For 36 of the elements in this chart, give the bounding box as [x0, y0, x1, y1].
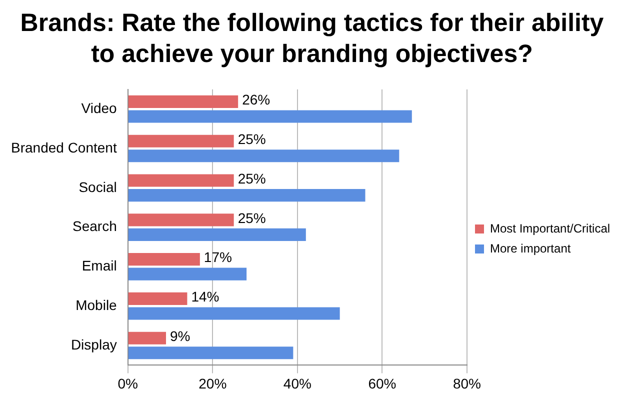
legend-label: More important: [490, 241, 572, 256]
legend-label: Most Important/Critical: [490, 221, 610, 236]
y-tick-label: Search: [72, 218, 117, 234]
bar: [128, 268, 247, 280]
x-tick-label: 20%: [198, 375, 227, 392]
data-label: 17%: [204, 249, 232, 266]
y-tick-label: Branded Content: [10, 139, 117, 156]
bar: [128, 346, 294, 360]
x-tick-label: 40%: [283, 375, 312, 392]
chart-title: Brands: Rate the following tactics for their ability to achieve your branding objectives?: [19, 8, 605, 70]
data-label: 9%: [170, 328, 190, 344]
y-tick-label: Display: [70, 336, 117, 352]
x-tick-label: 60%: [368, 375, 396, 392]
bar: [128, 95, 238, 108]
bar: [128, 332, 166, 344]
y-tick-label: Social: [78, 178, 117, 195]
data-label: 25%: [238, 170, 266, 186]
bar: [128, 189, 366, 202]
y-tick-label: Email: [82, 258, 117, 274]
bar: [128, 110, 412, 123]
data-label: 25%: [238, 210, 266, 226]
y-tick-label: Mobile: [76, 296, 118, 313]
bar: [128, 150, 400, 162]
bar: [128, 174, 234, 187]
x-tick-label: 80%: [452, 375, 482, 392]
bar: [128, 228, 306, 241]
y-tick-label: Video: [81, 100, 118, 116]
bar: [128, 253, 200, 266]
bar: [128, 292, 188, 305]
x-tick-label: 0%: [118, 375, 138, 392]
bar: [128, 214, 234, 226]
data-label: 14%: [191, 288, 220, 305]
data-label: 25%: [238, 130, 266, 147]
bar: [128, 134, 234, 148]
bar: [128, 307, 340, 320]
data-label: 26%: [242, 92, 270, 108]
